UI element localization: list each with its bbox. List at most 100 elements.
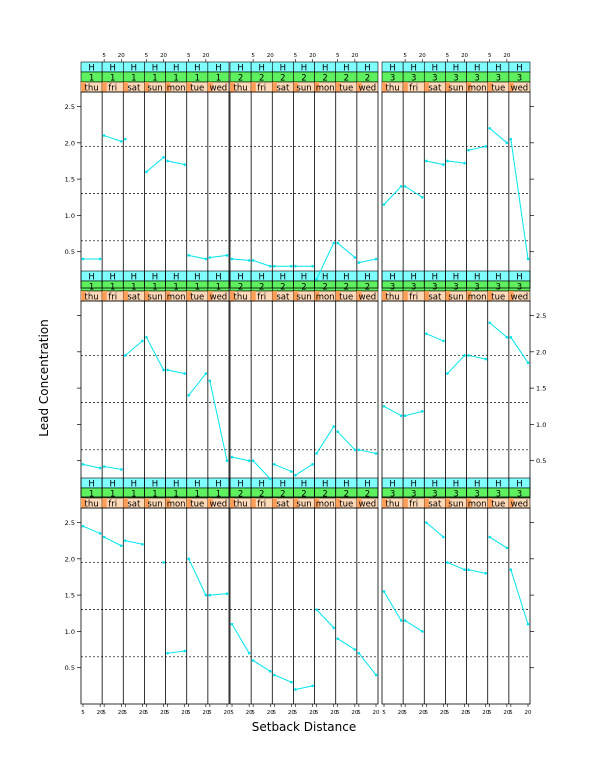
x-axis-label: Setback Distance [252, 720, 357, 734]
data-point-mon [166, 159, 169, 163]
strip-group-label: 3 [517, 283, 522, 293]
series-line-fri [405, 410, 423, 417]
x-tick-label: 5 [273, 710, 277, 716]
strip-h-label: H [495, 64, 501, 74]
strip-h-label: H [280, 480, 286, 490]
strip-day-marker [356, 498, 362, 508]
strip-day-label: mon [316, 84, 335, 94]
x-tick-label: 20 [246, 710, 253, 716]
strip-h-label: H [322, 64, 328, 74]
strip-h-label: H [110, 480, 116, 490]
strip-day-label: sun [296, 293, 311, 303]
data-point-mon [183, 649, 187, 653]
strip-day-label: sun [147, 84, 162, 94]
data-point-fri [403, 619, 407, 622]
series-line-mon [167, 369, 185, 375]
data-point-thu [81, 463, 85, 466]
strip-day-label: wed [210, 84, 228, 94]
series-line-wed [358, 652, 377, 676]
panel-frame [80, 507, 230, 705]
data-point-sat [123, 354, 127, 357]
strip-h-label: H [343, 273, 349, 283]
strip-group-label: 3 [453, 490, 458, 500]
strip-h-label: H [237, 480, 243, 490]
strip-h-label: H [322, 273, 328, 283]
strip-h-label: H [259, 64, 265, 74]
strip-group-label: 2 [344, 283, 349, 293]
data-point-sun [311, 684, 314, 688]
panel-frame [381, 300, 531, 498]
strip-day-marker [272, 291, 277, 301]
x-tick-label: 5 [251, 710, 255, 716]
x-tick-label: 5 [251, 53, 255, 59]
strip-day-label: mon [167, 500, 186, 510]
data-point-wed [509, 137, 513, 141]
strip-day-marker [144, 498, 150, 508]
strip-group-label: 2 [365, 490, 370, 500]
strip-day-label: thu [234, 84, 248, 94]
data-point-fri [251, 259, 255, 262]
data-point-mon [166, 368, 169, 372]
x-tick-label: 20 [398, 710, 405, 716]
strip-h-label: H [516, 64, 522, 74]
strip-day-marker [207, 498, 213, 508]
strip-day-label: tue [491, 500, 505, 510]
strip-day-marker [123, 82, 128, 92]
data-point-fri [268, 477, 272, 481]
strip-h-label: H [364, 480, 370, 490]
data-point-mon [315, 277, 318, 281]
panel-frame [381, 507, 531, 705]
strip-h-label: H [237, 273, 243, 283]
data-point-sun [145, 170, 148, 174]
strip-group-label: 2 [259, 283, 264, 293]
data-point-sun [162, 561, 165, 564]
data-point-sat [272, 463, 276, 466]
data-point-fri [403, 414, 407, 417]
x-tick-label: 20 [202, 53, 209, 59]
series-line-wed [209, 593, 228, 596]
strip-group-label: 1 [110, 490, 115, 500]
data-point-thu [98, 257, 102, 261]
strip-day-marker [445, 291, 451, 301]
strip-group-label: 3 [453, 74, 458, 84]
strip-day-marker [272, 498, 277, 508]
data-point-tue [488, 535, 492, 539]
strip-h-label: H [194, 480, 200, 490]
data-point-thu [399, 185, 403, 188]
strip-day-label: tue [190, 84, 204, 94]
strip-h-label: H [322, 480, 328, 490]
series-line-mon [316, 426, 335, 454]
x-tick-label: 5 [187, 710, 191, 716]
strip-day-label: fri [257, 84, 266, 94]
strip-group-label: 3 [496, 74, 501, 84]
data-point-sat [424, 159, 428, 163]
x-tick-label: 20 [139, 710, 146, 716]
strip-day-label: thu [386, 500, 400, 510]
series-line-fri [103, 135, 122, 142]
data-point-tue [353, 448, 357, 452]
data-point-sun [446, 372, 449, 375]
data-point-mon [332, 241, 336, 245]
strip-day-marker [382, 82, 387, 92]
strip-day-marker [123, 291, 128, 301]
strip-h-label: H [259, 480, 265, 490]
strip-group-label: 2 [344, 490, 349, 500]
x-tick-label: 5 [102, 710, 106, 716]
strip-day-label: fri [257, 500, 266, 510]
data-point-tue [336, 241, 340, 245]
strip-day-label: mon [167, 84, 186, 94]
data-point-sat [123, 539, 127, 542]
strip-day-marker [424, 82, 429, 92]
strip-h-label: H [301, 480, 307, 490]
series-line-mon [468, 145, 486, 151]
strip-day-label: mon [468, 84, 487, 94]
strip-group-label: 1 [89, 283, 94, 293]
data-point-thu [230, 622, 234, 626]
strip-h-label: H [343, 480, 349, 490]
data-point-sat [290, 470, 293, 473]
x-tick-label: 20 [267, 710, 274, 716]
strip-group-label: 1 [195, 74, 200, 84]
strip-day-marker [445, 82, 451, 92]
strip-day-marker [186, 82, 192, 92]
